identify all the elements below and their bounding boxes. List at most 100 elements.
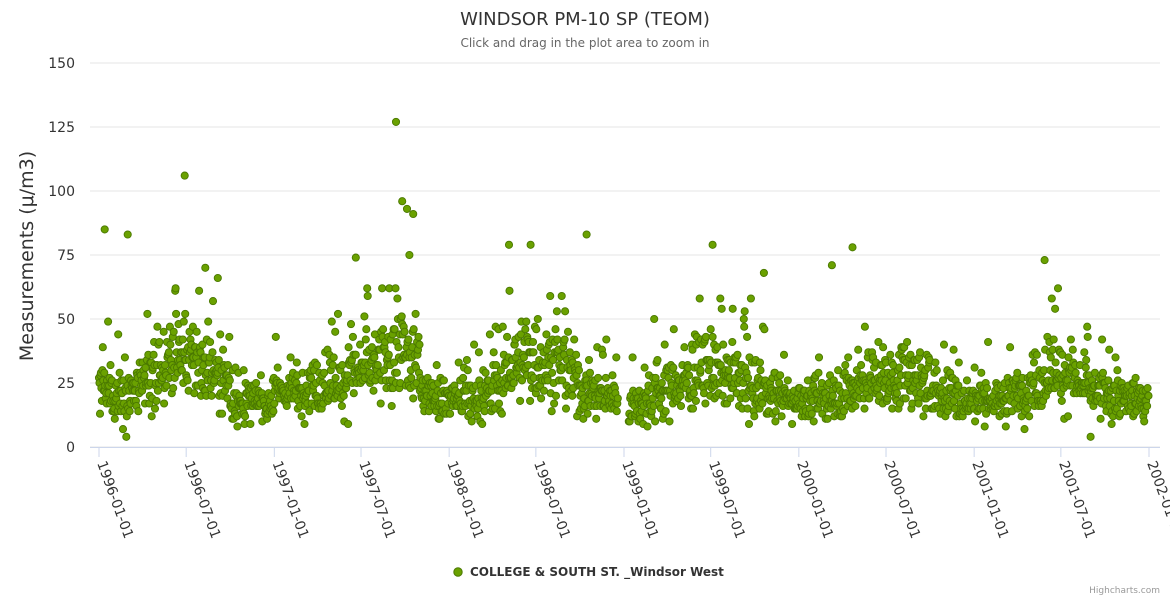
data-point[interactable]	[708, 332, 717, 341]
data-point[interactable]	[1098, 335, 1107, 344]
data-point[interactable]	[628, 353, 637, 362]
data-point[interactable]	[329, 353, 338, 362]
data-point[interactable]	[179, 317, 188, 326]
data-point[interactable]	[1098, 368, 1108, 377]
data-point[interactable]	[533, 314, 542, 324]
data-point[interactable]	[676, 391, 685, 400]
data-point[interactable]	[286, 353, 295, 362]
data-point[interactable]	[1040, 256, 1049, 265]
data-point[interactable]	[983, 384, 992, 393]
data-point[interactable]	[977, 368, 986, 377]
data-point[interactable]	[758, 399, 767, 408]
data-point[interactable]	[241, 412, 250, 421]
legend-marker[interactable]	[453, 567, 463, 577]
data-point[interactable]	[114, 330, 123, 339]
data-point[interactable]	[949, 345, 958, 354]
data-point[interactable]	[1053, 284, 1063, 293]
data-point[interactable]	[954, 381, 963, 390]
data-point[interactable]	[551, 391, 561, 400]
data-point[interactable]	[914, 399, 923, 408]
data-point[interactable]	[750, 412, 759, 421]
data-point[interactable]	[149, 350, 158, 359]
data-point[interactable]	[552, 307, 561, 316]
data-point[interactable]	[206, 337, 215, 347]
data-point[interactable]	[892, 389, 902, 398]
data-point[interactable]	[584, 355, 594, 365]
data-point[interactable]	[195, 286, 204, 295]
data-point[interactable]	[755, 358, 765, 367]
data-point[interactable]	[788, 419, 797, 429]
data-point[interactable]	[218, 409, 227, 418]
data-point[interactable]	[886, 350, 895, 359]
data-point[interactable]	[695, 294, 704, 303]
data-point[interactable]	[1029, 378, 1038, 388]
data-point[interactable]	[682, 378, 691, 388]
data-point[interactable]	[153, 322, 162, 331]
data-point[interactable]	[480, 407, 489, 416]
data-point[interactable]	[583, 409, 592, 418]
data-point[interactable]	[384, 350, 393, 359]
data-point[interactable]	[178, 335, 187, 344]
data-point[interactable]	[485, 330, 494, 339]
data-point[interactable]	[459, 373, 468, 382]
data-point[interactable]	[177, 366, 186, 375]
data-point[interactable]	[297, 412, 306, 421]
data-point[interactable]	[160, 399, 169, 408]
data-point[interactable]	[728, 337, 737, 347]
data-point[interactable]	[776, 371, 785, 380]
data-point[interactable]	[828, 391, 837, 400]
data-point[interactable]	[971, 417, 980, 426]
data-point[interactable]	[140, 371, 149, 380]
data-point[interactable]	[529, 348, 538, 357]
data-point[interactable]	[400, 327, 409, 336]
data-point[interactable]	[651, 373, 660, 382]
data-point[interactable]	[665, 417, 674, 426]
data-point[interactable]	[771, 417, 780, 426]
data-point[interactable]	[549, 355, 558, 365]
data-point[interactable]	[498, 322, 507, 331]
data-point[interactable]	[337, 401, 346, 411]
data-point[interactable]	[724, 366, 733, 375]
data-point[interactable]	[542, 330, 551, 339]
data-point[interactable]	[300, 419, 309, 429]
data-point[interactable]	[331, 373, 340, 382]
data-point[interactable]	[716, 361, 725, 370]
data-point[interactable]	[397, 312, 406, 321]
data-point[interactable]	[333, 309, 343, 318]
data-point[interactable]	[463, 366, 472, 375]
data-point[interactable]	[362, 325, 371, 334]
data-point[interactable]	[931, 358, 940, 367]
data-point[interactable]	[719, 340, 728, 349]
credits-link[interactable]: Highcharts.com	[1089, 586, 1160, 596]
data-point[interactable]	[594, 373, 603, 382]
data-point[interactable]	[327, 317, 336, 326]
data-point[interactable]	[528, 337, 538, 347]
data-point[interactable]	[376, 399, 385, 408]
data-point[interactable]	[521, 325, 530, 334]
data-point[interactable]	[208, 297, 218, 306]
data-point[interactable]	[360, 312, 369, 321]
data-point[interactable]	[346, 320, 356, 329]
data-point[interactable]	[122, 432, 131, 441]
data-point[interactable]	[270, 399, 279, 408]
data-point[interactable]	[378, 284, 387, 293]
data-point[interactable]	[756, 366, 765, 375]
data-point[interactable]	[183, 376, 192, 385]
data-point[interactable]	[660, 340, 669, 349]
data-point[interactable]	[1063, 412, 1073, 421]
data-point[interactable]	[110, 414, 119, 423]
data-point[interactable]	[1057, 396, 1066, 405]
data-point[interactable]	[532, 325, 541, 334]
data-point[interactable]	[728, 304, 737, 313]
data-point[interactable]	[273, 363, 282, 372]
data-point[interactable]	[143, 309, 152, 318]
data-point[interactable]	[344, 343, 353, 352]
data-point[interactable]	[823, 414, 832, 423]
data-point[interactable]	[164, 348, 173, 357]
data-point[interactable]	[814, 353, 824, 362]
data-point[interactable]	[106, 361, 115, 370]
data-point[interactable]	[198, 340, 207, 349]
data-point[interactable]	[190, 389, 199, 398]
data-point[interactable]	[657, 378, 666, 388]
data-point[interactable]	[733, 350, 742, 359]
